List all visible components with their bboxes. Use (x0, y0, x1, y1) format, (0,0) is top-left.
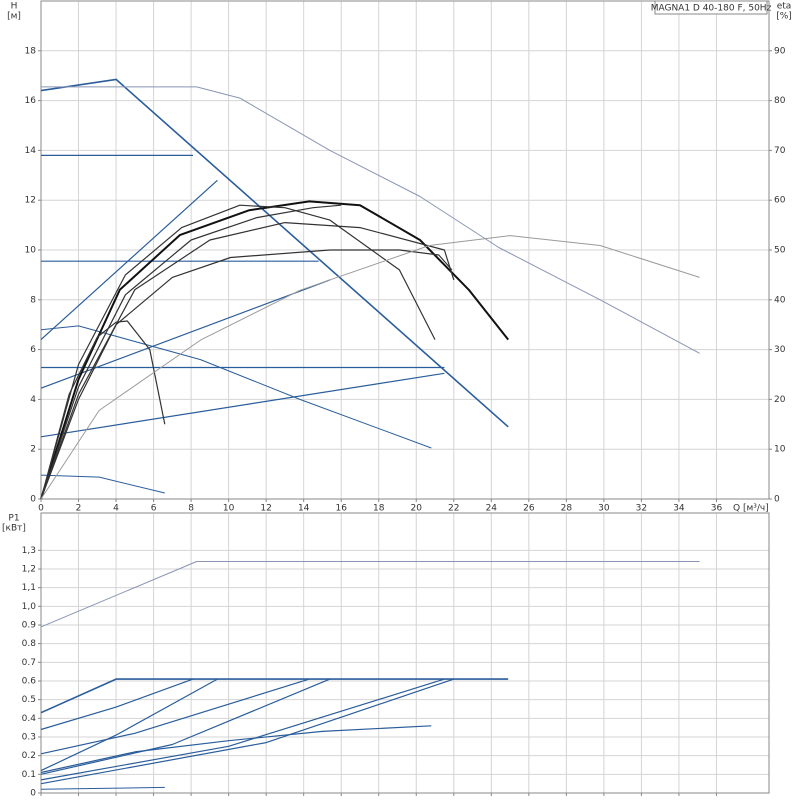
y-tick-label: 10 (25, 246, 37, 256)
x-tick-label: 32 (636, 504, 647, 514)
y-tick-label: 12 (25, 196, 36, 206)
y-tick-label: 1,1 (22, 583, 36, 593)
y2-tick-label: 90 (774, 46, 786, 56)
x-tick-label: 20 (411, 504, 423, 514)
series-line (40, 279, 331, 389)
series-line (40, 204, 342, 500)
series-line (40, 725, 432, 774)
x-tick-label: 22 (448, 504, 459, 514)
x-tick-label: 24 (486, 504, 498, 514)
y-tick-label: 0.3 (22, 733, 36, 743)
y2-tick-label: 0 (774, 495, 780, 505)
y-tick-label: 14 (25, 146, 37, 156)
x-tick-label: 10 (223, 504, 235, 514)
y-tick-label: 16 (25, 96, 37, 106)
y-tick-label: 1,2 (22, 565, 36, 575)
series-line (40, 325, 432, 449)
series-line (40, 561, 700, 628)
x-tick-label: 4 (113, 504, 119, 514)
series-line (40, 786, 165, 790)
series-line (40, 222, 455, 500)
x-tick-label: 28 (561, 504, 573, 514)
series-line (40, 678, 218, 772)
y-axis-label: H (11, 2, 18, 12)
x-tick-label: 16 (335, 504, 347, 514)
y2-tick-label: 20 (774, 395, 786, 405)
series-line (40, 235, 700, 500)
y-tick-label: 1,0 (22, 602, 37, 612)
series-line (40, 204, 436, 500)
x-tick-label: 6 (151, 504, 157, 514)
y-tick-label: 0.4 (22, 714, 37, 724)
y-tick-label: 4 (30, 395, 36, 405)
y2-axis-unit: [%] (776, 12, 792, 22)
series-line (40, 678, 509, 714)
y-tick-label: 0.7 (22, 658, 36, 668)
x-tick-label: 8 (188, 504, 194, 514)
y2-tick-label: 80 (774, 96, 786, 106)
series-line (40, 678, 454, 785)
x-tick-label: 14 (298, 504, 310, 514)
series-line (41, 86, 700, 354)
y-tick-label: 0.2 (22, 751, 36, 761)
y-tick-label: 0.1 (22, 770, 36, 780)
x-tick-label: 0 (38, 504, 44, 514)
plot-frame (40, 0, 770, 500)
y-axis-label: P1 (8, 514, 19, 524)
y2-tick-label: 70 (774, 146, 786, 156)
series-line (40, 678, 445, 781)
y-axis-unit: [кВт] (2, 524, 26, 534)
y-axis-unit: [м] (7, 12, 21, 22)
x-tick-label: 12 (260, 504, 271, 514)
x-tick-label: 36 (711, 504, 723, 514)
y2-tick-label: 40 (774, 295, 786, 305)
series-line (40, 678, 194, 731)
series-line (40, 320, 166, 500)
series-line (40, 249, 453, 500)
x-tick-label: 26 (523, 504, 535, 514)
y-tick-label: 18 (25, 46, 37, 56)
series-line (40, 678, 310, 755)
x-tick-label: 18 (373, 504, 385, 514)
y-tick-label: 0.6 (22, 677, 37, 687)
series-line (40, 200, 509, 500)
y-tick-label: 0 (30, 495, 36, 505)
y2-tick-label: 30 (774, 345, 786, 355)
y-tick-label: 0.8 (22, 639, 37, 649)
y-tick-label: 6 (30, 345, 36, 355)
x-axis-label: Q [м³/ч] (733, 504, 769, 514)
y-tick-label: 1,3 (22, 546, 36, 556)
y-tick-label: 0.5 (22, 695, 36, 705)
y-tick-label: 0 (30, 789, 36, 799)
series-line (40, 372, 445, 438)
series-line (40, 179, 218, 341)
x-tick-label: 34 (673, 504, 685, 514)
y2-tick-label: 10 (774, 445, 786, 455)
y-tick-label: 8 (30, 295, 36, 305)
series-line (40, 678, 331, 775)
y-tick-label: 0.9 (22, 621, 37, 631)
y2-tick-label: 60 (774, 196, 786, 206)
y2-axis-label: eta (777, 2, 792, 12)
chart-title: MAGNA1 D 40-180 F, 50Hz (651, 4, 772, 14)
y2-tick-label: 50 (774, 246, 786, 256)
x-tick-label: 2 (76, 504, 82, 514)
x-tick-label: 30 (598, 504, 610, 514)
series-line (40, 474, 165, 494)
y-tick-label: 2 (30, 445, 36, 455)
plot-frame (40, 512, 770, 794)
